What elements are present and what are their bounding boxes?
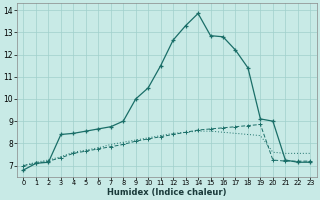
X-axis label: Humidex (Indice chaleur): Humidex (Indice chaleur) [107, 188, 227, 197]
